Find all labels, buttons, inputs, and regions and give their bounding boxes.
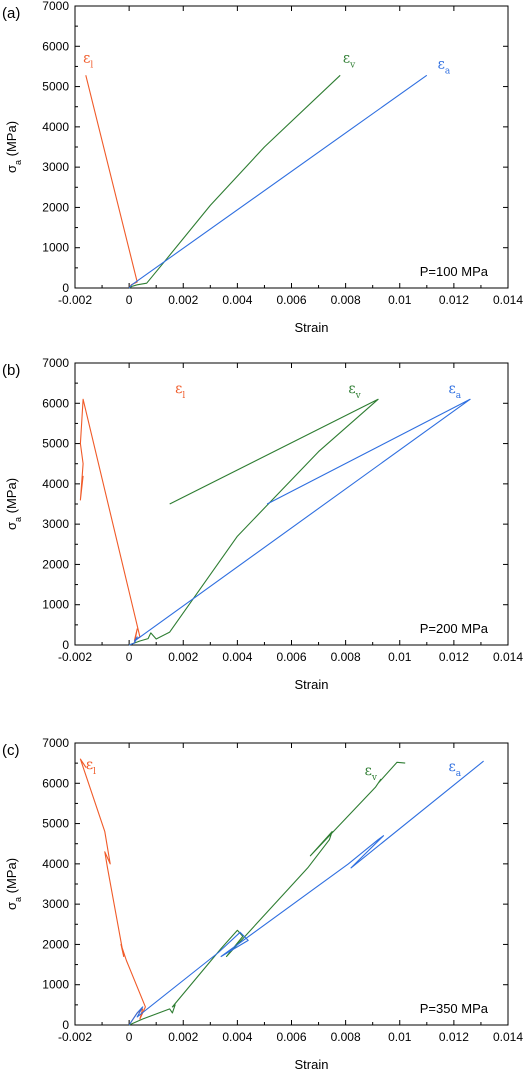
x-tick-label: 0.004 (222, 650, 252, 664)
y-tick-label: 4000 (42, 477, 69, 491)
y-tick-label: 7000 (42, 0, 69, 13)
x-axis-label: Strain (295, 1057, 329, 1072)
panel-label: (c) (2, 742, 20, 759)
series-label-lateral: εl (175, 381, 185, 401)
y-tick-label: 4000 (42, 120, 69, 134)
series-line-axial (128, 398, 471, 646)
y-axis-label: σa (MPa) (4, 478, 23, 530)
y-tick-label: 5000 (42, 80, 69, 94)
y-tick-label: 1000 (42, 241, 69, 255)
x-tick-label: 0.014 (493, 650, 523, 664)
x-tick-label: 0.002 (168, 650, 198, 664)
plot-frame (74, 5, 509, 289)
y-tick-label: 1000 (42, 978, 69, 992)
series-label-axial: εa (438, 56, 451, 76)
y-tick-label: 5000 (42, 437, 69, 451)
series-line-lateral (85, 75, 138, 289)
x-tick-label: 0.002 (168, 1030, 198, 1044)
y-tick-label: 2000 (42, 937, 69, 951)
y-tick-label: 7000 (42, 356, 69, 370)
x-tick-label: 0.01 (388, 1030, 412, 1044)
x-tick-label: 0.014 (493, 293, 523, 307)
y-tick-label: 0 (62, 281, 69, 295)
y-tick-label: 0 (62, 1018, 69, 1032)
x-tick-label: 0.004 (222, 293, 252, 307)
x-tick-label: 0.004 (222, 1030, 252, 1044)
y-tick-label: 1000 (42, 598, 69, 612)
series-label-lateral: εl (83, 50, 93, 70)
plot-frame (74, 742, 509, 1026)
y-tick-label: 6000 (42, 776, 69, 790)
series-label-volumetric: εv (343, 50, 356, 70)
x-tick-label: 0.008 (331, 293, 361, 307)
x-tick-label: -0.002 (58, 293, 92, 307)
series-label-volumetric: εv (348, 381, 361, 401)
y-tick-label: 3000 (42, 160, 69, 174)
y-tick-label: 5000 (42, 817, 69, 831)
panel-label: (a) (2, 5, 20, 22)
plot-frame (74, 362, 509, 646)
y-tick-label: 7000 (42, 736, 69, 750)
x-tick-label: -0.002 (58, 1030, 92, 1044)
series-line-volumetric (128, 74, 341, 289)
series-label-axial: εa (448, 381, 461, 401)
series-line-lateral (79, 398, 141, 646)
series-label-axial: εa (448, 759, 461, 779)
pressure-note: P=100 MPa (420, 264, 489, 279)
series-line-volumetric (128, 761, 406, 1026)
y-tick-label: 3000 (42, 517, 69, 531)
x-tick-label: 0.012 (439, 293, 469, 307)
x-tick-label: 0.006 (276, 293, 306, 307)
y-tick-label: 4000 (42, 857, 69, 871)
x-tick-label: 0.008 (331, 650, 361, 664)
pressure-note: P=350 MPa (420, 1001, 489, 1016)
x-tick-label: 0.006 (276, 650, 306, 664)
x-tick-label: 0.01 (388, 293, 412, 307)
x-axis-label: Strain (295, 320, 329, 335)
x-tick-label: 0.008 (331, 1030, 361, 1044)
x-axis-label: Strain (295, 677, 329, 692)
x-tick-label: 0.01 (388, 650, 412, 664)
series-label-volumetric: εv (365, 763, 378, 783)
y-tick-label: 0 (62, 638, 69, 652)
series-line-axial (128, 760, 484, 1026)
y-tick-label: 2000 (42, 557, 69, 571)
y-tick-label: 2000 (42, 200, 69, 214)
y-tick-label: 6000 (42, 39, 69, 53)
x-tick-label: -0.002 (58, 650, 92, 664)
x-tick-label: 0.006 (276, 1030, 306, 1044)
panel-1: -0.002 0 0.002 0.004 0.006 0.008 0.01 0.012 0.01… (2, 0, 523, 335)
series-line-lateral (79, 758, 146, 1026)
x-tick-label: 0 (126, 1030, 133, 1044)
x-tick-label: 0.002 (168, 293, 198, 307)
panel-label: (b) (2, 362, 20, 379)
x-tick-label: 0.012 (439, 650, 469, 664)
series-label-lateral: εl (86, 757, 96, 777)
x-tick-label: 0.014 (493, 1030, 523, 1044)
pressure-note: P=200 MPa (420, 621, 489, 636)
series-line-volumetric (128, 398, 379, 646)
panel-3: -0.002 0 0.002 0.004 0.006 0.008 0.01 0.012 0.01… (2, 736, 523, 1072)
y-tick-label: 3000 (42, 897, 69, 911)
y-axis-label: σa (MPa) (4, 858, 23, 910)
y-axis-label: σa (MPa) (4, 121, 23, 173)
panel-2: -0.002 0 0.002 0.004 0.006 0.008 0.01 0.012 0.01… (2, 356, 523, 692)
y-tick-label: 6000 (42, 396, 69, 410)
series-line-axial (128, 74, 428, 289)
x-tick-label: 0.012 (439, 1030, 469, 1044)
x-tick-label: 0 (126, 650, 133, 664)
x-tick-label: 0 (126, 293, 133, 307)
